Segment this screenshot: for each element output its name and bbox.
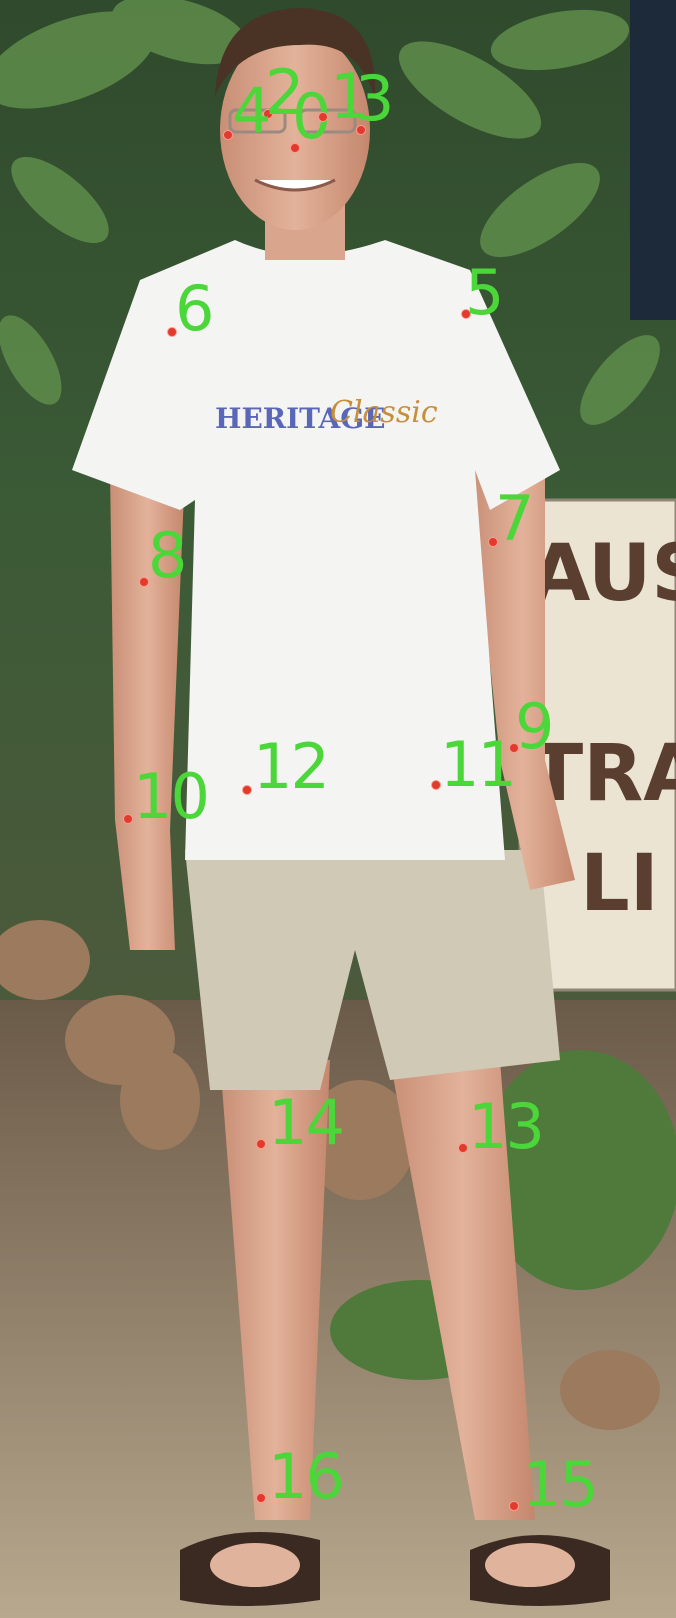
keypoint-7-marker [488, 537, 498, 547]
keypoint-12-label: 12 [253, 730, 330, 803]
person: HERITAGE Classic [72, 8, 610, 1606]
keypoint-11-label: 11 [440, 728, 517, 801]
keypoint-11-marker [431, 780, 441, 790]
leaves [0, 0, 660, 425]
svg-text:AUS: AUS [530, 529, 676, 619]
keypoint-15-marker [509, 1501, 519, 1511]
keypoint-5-marker [461, 309, 471, 319]
rocks [0, 920, 660, 1430]
keypoint-1-marker [318, 112, 328, 122]
keypoint-3-label: 3 [355, 62, 394, 135]
keypoint-7-label: 7 [495, 482, 534, 555]
keypoint-10-label: 10 [133, 760, 210, 833]
keypoint-10-marker [123, 814, 133, 824]
keypoint-6-marker [167, 327, 177, 337]
keypoint-4-marker [223, 130, 233, 140]
svg-text:HERITAGE: HERITAGE [215, 402, 385, 435]
keypoint-14-label: 14 [268, 1086, 345, 1159]
keypoint-0-marker [290, 143, 300, 153]
keypoint-12-marker [242, 785, 252, 795]
keypoint-2-label: 2 [265, 56, 304, 129]
keypoint-4-label: 4 [232, 74, 271, 147]
keypoint-16-label: 16 [268, 1440, 345, 1513]
keypoint-14-marker [256, 1139, 266, 1149]
keypoint-5-label: 5 [465, 256, 504, 329]
keypoint-1-label: 1 [330, 60, 369, 133]
keypoint-9-label: 9 [515, 690, 554, 763]
keypoint-13-label: 13 [468, 1090, 545, 1163]
dark-pole [630, 0, 676, 320]
svg-text:LI: LI [580, 839, 659, 929]
keypoint-8-label: 8 [148, 519, 187, 592]
keypoint-9-marker [509, 743, 519, 753]
keypoint-16-marker [256, 1493, 266, 1503]
keypoint-15-label: 15 [522, 1448, 599, 1521]
roadside-sign: AUS TRA LI [518, 498, 676, 992]
keypoint-8-marker [139, 577, 149, 587]
svg-text:Classic: Classic [330, 395, 438, 430]
keypoint-13-marker [458, 1143, 468, 1153]
keypoint-6-label: 6 [175, 272, 214, 345]
keypoint-2-marker [263, 109, 273, 119]
keypoint-3-marker [356, 125, 366, 135]
